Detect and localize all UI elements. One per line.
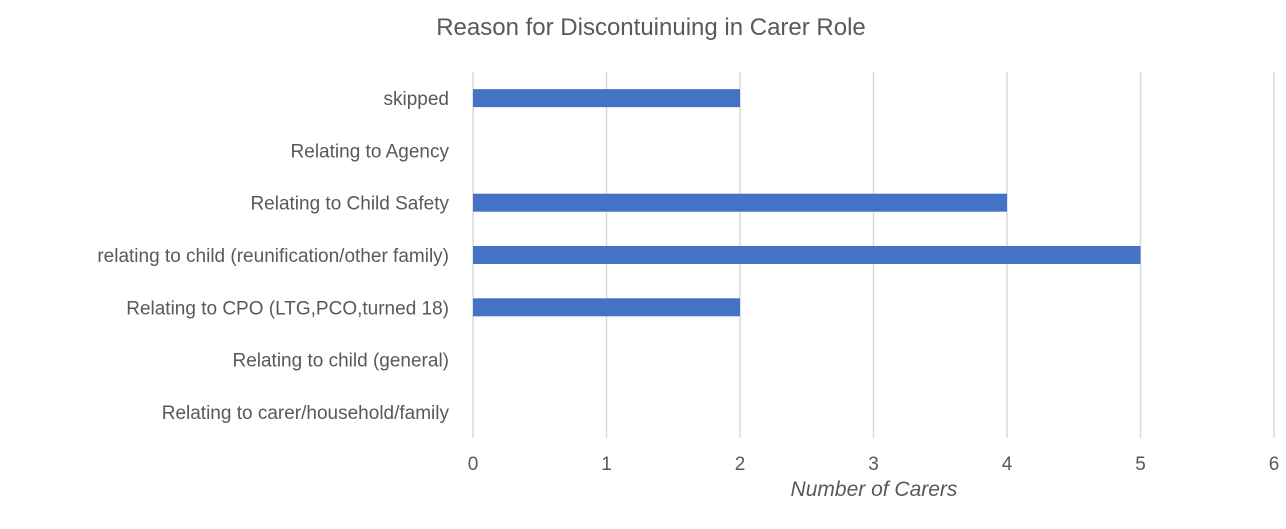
x-axis-title: Number of Carers: [791, 478, 958, 501]
category-label: Relating to carer/household/family: [162, 403, 450, 424]
x-tick-label: 4: [1002, 454, 1013, 475]
x-tick-label: 0: [468, 454, 479, 475]
x-tick-label: 1: [601, 454, 612, 475]
bar: [473, 89, 740, 108]
category-label: relating to child (reunification/other f…: [97, 246, 449, 267]
x-tick-label: 6: [1269, 454, 1280, 475]
category-label: skipped: [384, 89, 450, 110]
x-tick-label: 3: [868, 454, 879, 475]
category-labels: skipped Relating to Agency Relating to Chi…: [97, 89, 449, 424]
category-label: Relating to CPO (LTG,PCO,turned 18): [126, 298, 449, 319]
category-label: Relating to Agency: [291, 141, 450, 162]
category-label: Relating to child (general): [232, 351, 449, 372]
bar: [473, 298, 740, 317]
bars: [473, 89, 1141, 317]
x-tick-labels: 0 1 2 3 4 5 6: [468, 454, 1280, 475]
bar: [473, 246, 1141, 264]
category-label: Relating to Child Safety: [250, 194, 449, 215]
x-tick-label: 5: [1135, 454, 1146, 475]
x-tick-label: 2: [735, 454, 746, 475]
bar: [473, 193, 1007, 212]
chart-title: Reason for Discontuinuing in Carer Role: [436, 14, 866, 41]
